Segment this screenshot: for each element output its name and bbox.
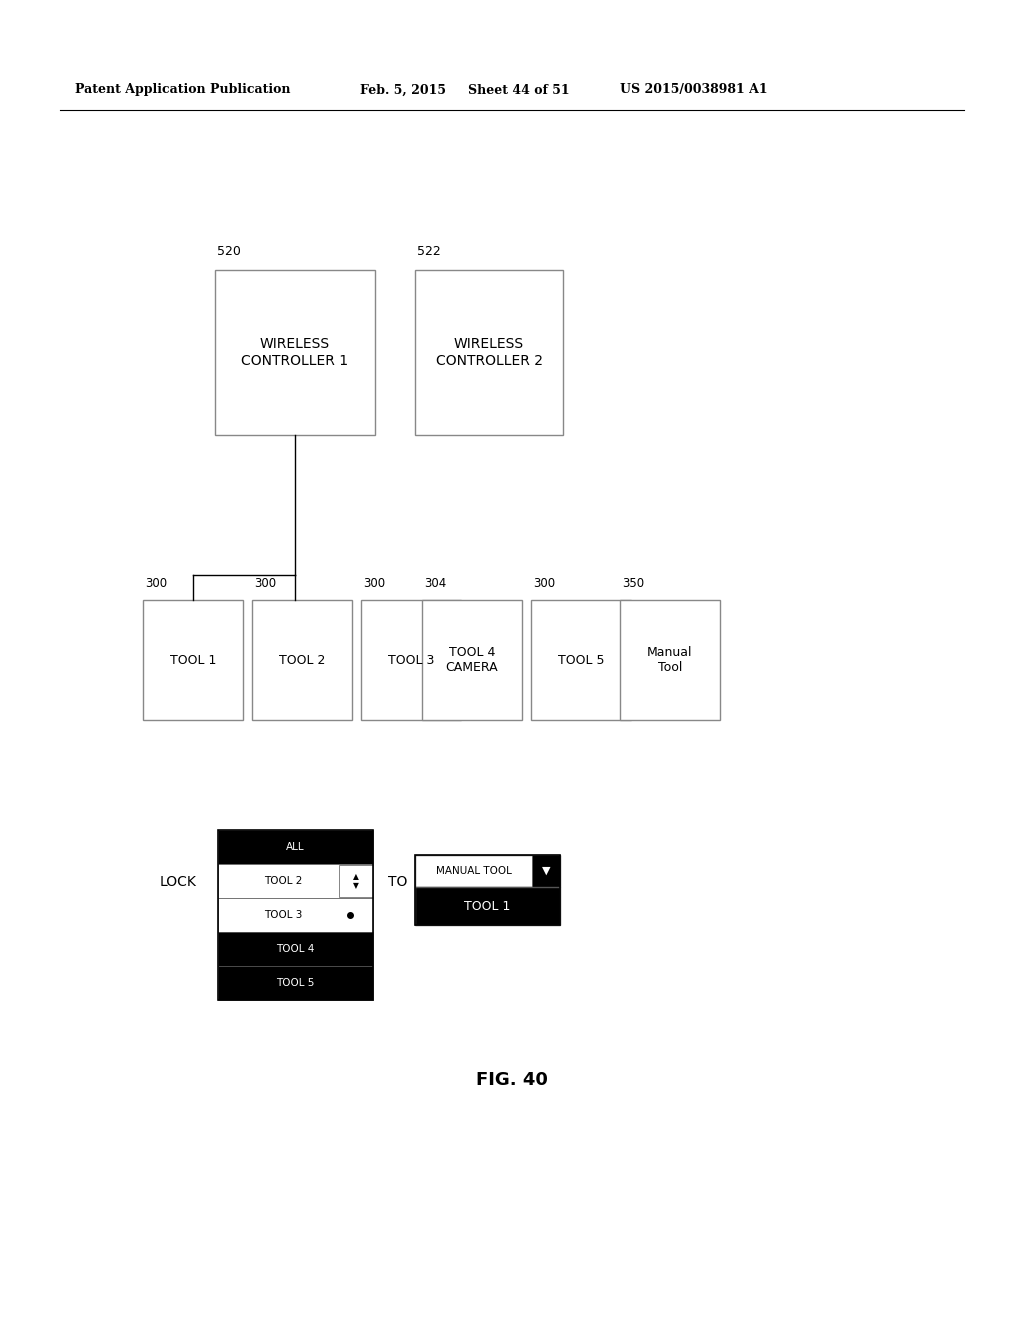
Bar: [218, 830, 373, 865]
Text: 350: 350: [622, 577, 644, 590]
Text: Patent Application Publication: Patent Application Publication: [75, 83, 291, 96]
Bar: [252, 601, 352, 719]
Text: Feb. 5, 2015: Feb. 5, 2015: [360, 83, 446, 96]
Bar: [422, 601, 522, 719]
Text: TOOL 3: TOOL 3: [264, 909, 302, 920]
Text: TOOL 4
CAMERA: TOOL 4 CAMERA: [445, 645, 499, 675]
Text: ▼: ▼: [542, 866, 550, 876]
Text: 304: 304: [424, 577, 446, 590]
Bar: [218, 898, 373, 932]
Text: 300: 300: [362, 577, 385, 590]
Bar: [218, 865, 373, 898]
Bar: [415, 855, 560, 925]
Bar: [415, 855, 560, 887]
Text: Manual
Tool: Manual Tool: [647, 645, 693, 675]
Bar: [415, 887, 560, 925]
Text: Sheet 44 of 51: Sheet 44 of 51: [468, 83, 569, 96]
Text: TOOL 5: TOOL 5: [276, 978, 314, 987]
Bar: [218, 830, 373, 1001]
Text: TOOL 3: TOOL 3: [388, 653, 434, 667]
Bar: [532, 855, 560, 887]
Text: TOOL 5: TOOL 5: [558, 653, 604, 667]
Text: TOOL 2: TOOL 2: [279, 653, 326, 667]
Text: 520: 520: [217, 246, 241, 257]
Text: TOOL 2: TOOL 2: [264, 876, 302, 886]
Text: ▲
▼: ▲ ▼: [353, 873, 358, 890]
Text: 300: 300: [534, 577, 555, 590]
Text: US 2015/0038981 A1: US 2015/0038981 A1: [620, 83, 768, 96]
Text: TOOL 1: TOOL 1: [464, 899, 511, 912]
Bar: [218, 932, 373, 966]
Bar: [215, 271, 375, 436]
Text: 522: 522: [417, 246, 440, 257]
Text: TO: TO: [388, 875, 408, 888]
Text: TOOL 4: TOOL 4: [276, 944, 314, 954]
Text: FIG. 40: FIG. 40: [476, 1071, 548, 1089]
Bar: [620, 601, 720, 719]
Bar: [415, 271, 563, 436]
Text: TOOL 1: TOOL 1: [170, 653, 216, 667]
Text: LOCK: LOCK: [160, 875, 197, 888]
Bar: [339, 865, 373, 898]
Text: WIRELESS
CONTROLLER 2: WIRELESS CONTROLLER 2: [435, 338, 543, 367]
Text: ALL: ALL: [286, 842, 305, 851]
Bar: [218, 966, 373, 1001]
Text: WIRELESS
CONTROLLER 1: WIRELESS CONTROLLER 1: [242, 338, 348, 367]
Bar: [143, 601, 243, 719]
Bar: [531, 601, 631, 719]
Bar: [361, 601, 461, 719]
Text: 300: 300: [145, 577, 167, 590]
Text: MANUAL TOOL: MANUAL TOOL: [435, 866, 511, 876]
Text: 300: 300: [254, 577, 276, 590]
